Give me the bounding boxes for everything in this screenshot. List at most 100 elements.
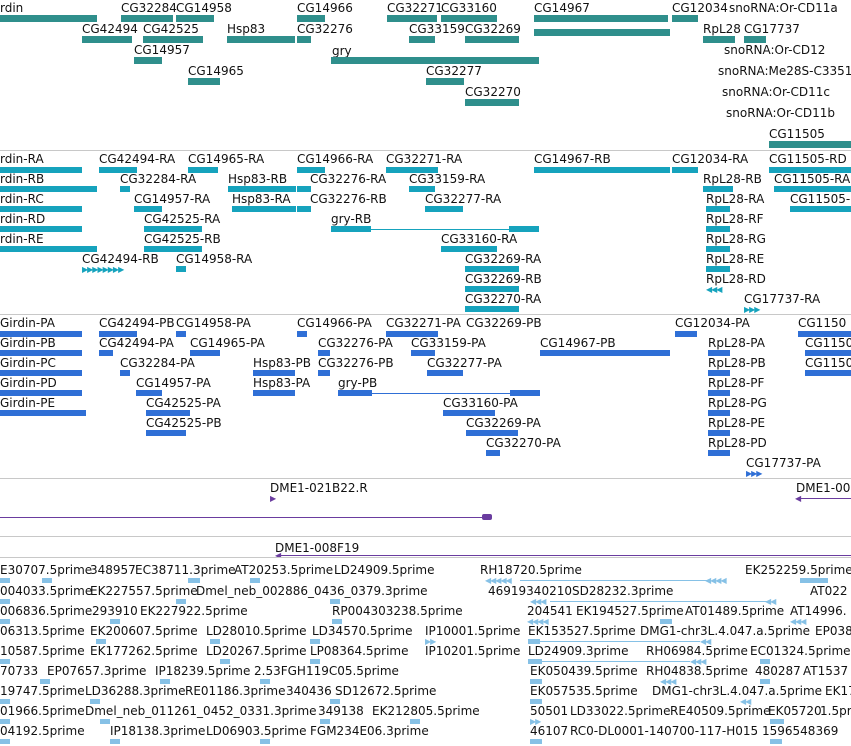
peptide-feature[interactable] bbox=[805, 350, 851, 356]
peptide-feature[interactable] bbox=[253, 390, 295, 396]
gene-feature[interactable] bbox=[143, 36, 203, 43]
gene-feature[interactable] bbox=[134, 57, 162, 64]
transcript-feature[interactable] bbox=[297, 206, 311, 212]
peptide-feature[interactable] bbox=[443, 410, 495, 416]
est-feature[interactable] bbox=[0, 599, 10, 604]
est-feature[interactable] bbox=[320, 719, 330, 724]
est-feature[interactable] bbox=[260, 739, 270, 744]
peptide-feature[interactable] bbox=[253, 370, 295, 376]
peptide-feature[interactable] bbox=[0, 370, 82, 376]
gene-feature[interactable] bbox=[744, 36, 766, 43]
peptide-feature[interactable] bbox=[708, 450, 730, 456]
est-feature[interactable] bbox=[250, 578, 260, 583]
transcript-track[interactable]: rdin-RA CG42494-RA CG14965-RA CG14966-RA… bbox=[0, 151, 851, 314]
transcript-feature[interactable] bbox=[465, 286, 519, 292]
transcript-feature[interactable] bbox=[228, 186, 296, 192]
est-feature[interactable] bbox=[410, 719, 420, 724]
gene-feature[interactable] bbox=[0, 15, 97, 22]
est-feature[interactable] bbox=[0, 619, 10, 624]
gene-feature[interactable] bbox=[465, 99, 519, 106]
peptide-feature[interactable]: ▶▶▶ bbox=[746, 469, 763, 478]
est-feature[interactable] bbox=[310, 659, 320, 664]
transcript-feature[interactable] bbox=[703, 186, 733, 192]
peptide-feature[interactable] bbox=[798, 331, 851, 337]
peptide-feature[interactable] bbox=[386, 331, 438, 337]
peptide-feature[interactable] bbox=[190, 350, 220, 356]
est-feature[interactable] bbox=[210, 639, 220, 644]
peptide-feature[interactable] bbox=[0, 390, 82, 396]
peptide-feature[interactable] bbox=[120, 370, 130, 376]
peptide-feature[interactable] bbox=[510, 390, 540, 396]
est-feature[interactable] bbox=[530, 739, 542, 744]
est-feature[interactable] bbox=[220, 659, 230, 664]
est-feature[interactable] bbox=[0, 659, 10, 664]
transcript-feature[interactable] bbox=[144, 246, 202, 252]
peptide-feature[interactable] bbox=[99, 331, 137, 337]
peptide-feature[interactable] bbox=[540, 350, 670, 356]
peptide-feature[interactable] bbox=[0, 410, 86, 416]
peptide-feature[interactable] bbox=[338, 390, 372, 396]
peptide-feature[interactable] bbox=[411, 350, 435, 356]
peptide-feature[interactable] bbox=[318, 350, 330, 356]
est-feature[interactable] bbox=[110, 739, 120, 744]
transcript-feature[interactable] bbox=[331, 226, 371, 232]
transcript-feature[interactable] bbox=[774, 186, 851, 192]
transcript-feature[interactable] bbox=[0, 226, 82, 232]
gene-feature[interactable] bbox=[409, 36, 435, 43]
transcript-feature[interactable] bbox=[509, 226, 539, 232]
transcript-feature[interactable]: ◀◀◀ bbox=[706, 285, 723, 294]
transcript-feature[interactable] bbox=[297, 186, 311, 192]
gene-feature[interactable] bbox=[227, 36, 295, 43]
transcript-feature[interactable] bbox=[425, 206, 463, 212]
transcript-feature[interactable] bbox=[534, 167, 670, 173]
gene-feature[interactable] bbox=[297, 36, 311, 43]
transcript-feature[interactable] bbox=[441, 246, 497, 252]
gene-feature[interactable] bbox=[703, 36, 735, 43]
peptide-feature[interactable] bbox=[99, 350, 113, 356]
est-feature[interactable] bbox=[0, 739, 10, 744]
clone-feature[interactable]: ◀ bbox=[275, 551, 281, 557]
gene-feature[interactable] bbox=[441, 15, 497, 22]
est-feature[interactable] bbox=[770, 719, 784, 724]
transcript-feature[interactable] bbox=[176, 266, 186, 272]
transcript-feature[interactable] bbox=[0, 246, 97, 252]
est-feature[interactable] bbox=[770, 739, 782, 744]
est-feature[interactable] bbox=[660, 619, 672, 624]
peptide-feature[interactable] bbox=[805, 370, 851, 376]
gene-feature[interactable] bbox=[672, 15, 698, 22]
est-feature[interactable]: ◀◀◀ bbox=[660, 677, 677, 686]
transcript-feature[interactable] bbox=[297, 167, 325, 173]
peptide-feature[interactable] bbox=[0, 350, 82, 356]
gene-feature[interactable] bbox=[188, 78, 220, 85]
est-feature[interactable] bbox=[0, 719, 10, 724]
gene-feature[interactable] bbox=[176, 15, 214, 22]
est-feature[interactable]: ◀◀ bbox=[765, 597, 776, 606]
peptide-feature[interactable] bbox=[708, 430, 730, 436]
est-feature[interactable]: ▶▶ bbox=[530, 717, 541, 726]
est-feature[interactable] bbox=[160, 679, 170, 684]
est-feature[interactable] bbox=[330, 699, 340, 704]
gene-track[interactable]: rdin CG32284 CG14958 CG14966 CG32271 CG3… bbox=[0, 0, 851, 150]
est-feature[interactable] bbox=[528, 639, 540, 644]
clone-feature[interactable]: ◀ bbox=[795, 494, 801, 503]
est-feature[interactable]: ◀◀◀ bbox=[690, 657, 707, 666]
est-feature[interactable]: ◀◀◀◀◀ bbox=[485, 576, 512, 585]
peptide-feature[interactable] bbox=[708, 390, 730, 396]
est-feature[interactable] bbox=[110, 619, 120, 624]
peptide-feature[interactable] bbox=[0, 331, 82, 337]
est-feature[interactable]: ◀◀ bbox=[700, 637, 711, 646]
transcript-feature[interactable] bbox=[188, 167, 218, 173]
est-feature[interactable] bbox=[260, 679, 270, 684]
transcript-feature[interactable] bbox=[790, 206, 851, 212]
est-feature[interactable] bbox=[0, 578, 10, 583]
transcript-feature[interactable] bbox=[0, 167, 82, 173]
est-feature[interactable] bbox=[530, 699, 542, 704]
est-feature[interactable] bbox=[528, 659, 542, 664]
peptide-feature[interactable] bbox=[146, 430, 186, 436]
transcript-feature[interactable] bbox=[120, 186, 130, 192]
est-feature[interactable] bbox=[332, 619, 342, 624]
clone-feature[interactable]: ▶ bbox=[270, 494, 276, 503]
est-feature[interactable]: ▶▶ bbox=[425, 637, 436, 646]
transcript-feature[interactable] bbox=[409, 186, 435, 192]
